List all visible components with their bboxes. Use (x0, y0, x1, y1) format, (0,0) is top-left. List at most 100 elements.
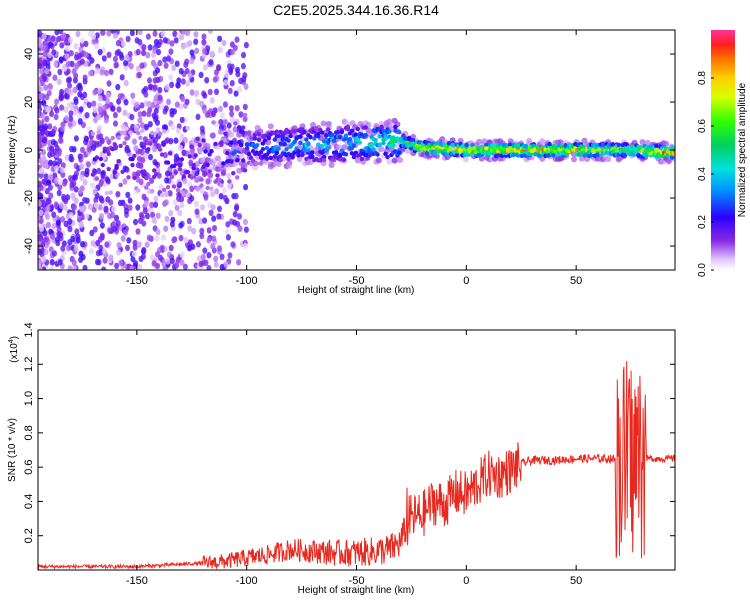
spectrogram-cell (187, 154, 192, 159)
spectrogram-cell (407, 136, 412, 141)
spectrogram-cell (234, 36, 240, 43)
spectrogram-cell (238, 153, 245, 160)
spectrogram-cell (198, 260, 204, 268)
spectrogram-cell (77, 91, 83, 98)
spectrogram-cell (276, 133, 281, 138)
spectrogram-cell (571, 156, 577, 163)
spectrogram-cell (41, 33, 47, 40)
spectrogram-cell (86, 101, 92, 109)
spectrogram-cell (54, 107, 60, 114)
spectrogram-cell (41, 256, 47, 263)
spectrogram-cell (69, 60, 75, 68)
spectrogram-cell (137, 71, 142, 79)
spectrogram-cell (669, 155, 675, 160)
spectrogram-cell (193, 31, 199, 38)
spectrogram-cell (391, 157, 398, 164)
spectrogram-cell (60, 216, 66, 223)
spectrogram-cell (233, 90, 239, 97)
spectrogram-cell (38, 248, 43, 256)
spectrogram-cell (38, 108, 41, 115)
spectrogram-cell (179, 116, 185, 124)
spectrogram-cell (106, 166, 111, 172)
spectrogram-cell (310, 154, 315, 159)
spectrogram-cell (145, 212, 150, 220)
spectrogram-cell (264, 145, 270, 151)
spectrogram-cell (223, 131, 228, 136)
spectrogram-cell (116, 98, 122, 105)
spectrogram-cell (226, 122, 232, 129)
spectrogram-cell (229, 140, 234, 145)
spectrogram-cell (177, 209, 183, 217)
spectrogram-cell (162, 152, 168, 159)
spectrogram-cell (59, 166, 65, 174)
spectrogram-x-ticks: -150 -100 -50 0 50 (126, 30, 582, 287)
spectrogram-cell (559, 144, 564, 149)
spectrogram-cell (65, 61, 71, 68)
spectrogram-cell (64, 115, 70, 122)
spectrogram-cell (45, 205, 51, 212)
spectrogram-cell (184, 98, 190, 106)
spectrogram-cell (124, 166, 130, 173)
spectrogram-cell (106, 51, 112, 58)
spectrogram-cell (209, 97, 215, 104)
spectrogram-cell (509, 148, 515, 153)
spectrogram-cell (124, 126, 129, 131)
spectrogram-cell (151, 216, 157, 224)
spectrogram-cell (166, 55, 171, 62)
spectrogram-cell (67, 265, 73, 270)
spectrogram-cell (99, 197, 105, 204)
spectrogram-cell (54, 98, 60, 105)
spectrogram-cell (126, 237, 132, 244)
spectrogram-cell (206, 237, 212, 244)
spectrogram-cell (38, 167, 44, 175)
spectrogram-cell (38, 119, 42, 126)
spectrogram-cell (132, 175, 137, 180)
spectrogram-cell (304, 156, 309, 161)
spectrogram-cell (196, 255, 202, 262)
spectrogram-cell (147, 77, 152, 84)
spectrogram-cell (222, 101, 228, 108)
spectrogram-cell (74, 228, 80, 235)
spectrogram-cell (152, 30, 158, 37)
spectrogram-cell (276, 146, 281, 151)
spectrogram-cell (38, 42, 43, 49)
spectrogram-cell (144, 123, 149, 131)
spectrogram-cell (138, 162, 144, 169)
spectrogram-y-ticks: -40 -20 0 20 40 (23, 48, 675, 254)
spectrogram-cell (146, 110, 152, 118)
spectrogram-cell (94, 176, 100, 181)
spectrogram-cell (272, 146, 277, 151)
spectrogram-cell (48, 41, 54, 48)
spectrogram-cell (228, 67, 234, 74)
spectrogram-cell (52, 74, 58, 81)
spectrogram-cell (175, 188, 181, 193)
spectrogram-cell (95, 258, 100, 266)
spectrogram-cell (147, 121, 153, 128)
spectrogram-cell (84, 197, 90, 204)
spectrogram-cell (138, 255, 144, 263)
spectrogram-cell (53, 113, 59, 121)
spectrogram-cell (182, 263, 188, 270)
spectrogram-cell (112, 111, 118, 119)
spectrogram-cell (101, 266, 107, 270)
spectrogram-cell (187, 40, 193, 47)
spectrogram-cell (378, 146, 385, 153)
spectrogram-cell (185, 80, 191, 87)
spectrogram-cell (563, 143, 568, 148)
spectrogram-cell (137, 111, 143, 118)
spectrogram-cell (132, 138, 137, 145)
spectrogram-cell (228, 131, 235, 138)
spectrogram-cell (373, 137, 378, 143)
spectrogram-cell (183, 189, 188, 194)
spectrogram-cell (163, 225, 169, 232)
spectrogram-cell (302, 147, 307, 152)
spectrogram-cell (288, 133, 293, 139)
spectrogram-cell (189, 185, 195, 192)
spectrogram-cell (161, 124, 167, 131)
spectrogram-cell (116, 159, 121, 164)
spectrogram-cell (38, 125, 44, 132)
spectrogram-cell (175, 82, 181, 89)
spectrogram-cell (296, 149, 301, 154)
spectrogram-cell (152, 145, 158, 153)
spectrogram-cell (134, 37, 140, 44)
